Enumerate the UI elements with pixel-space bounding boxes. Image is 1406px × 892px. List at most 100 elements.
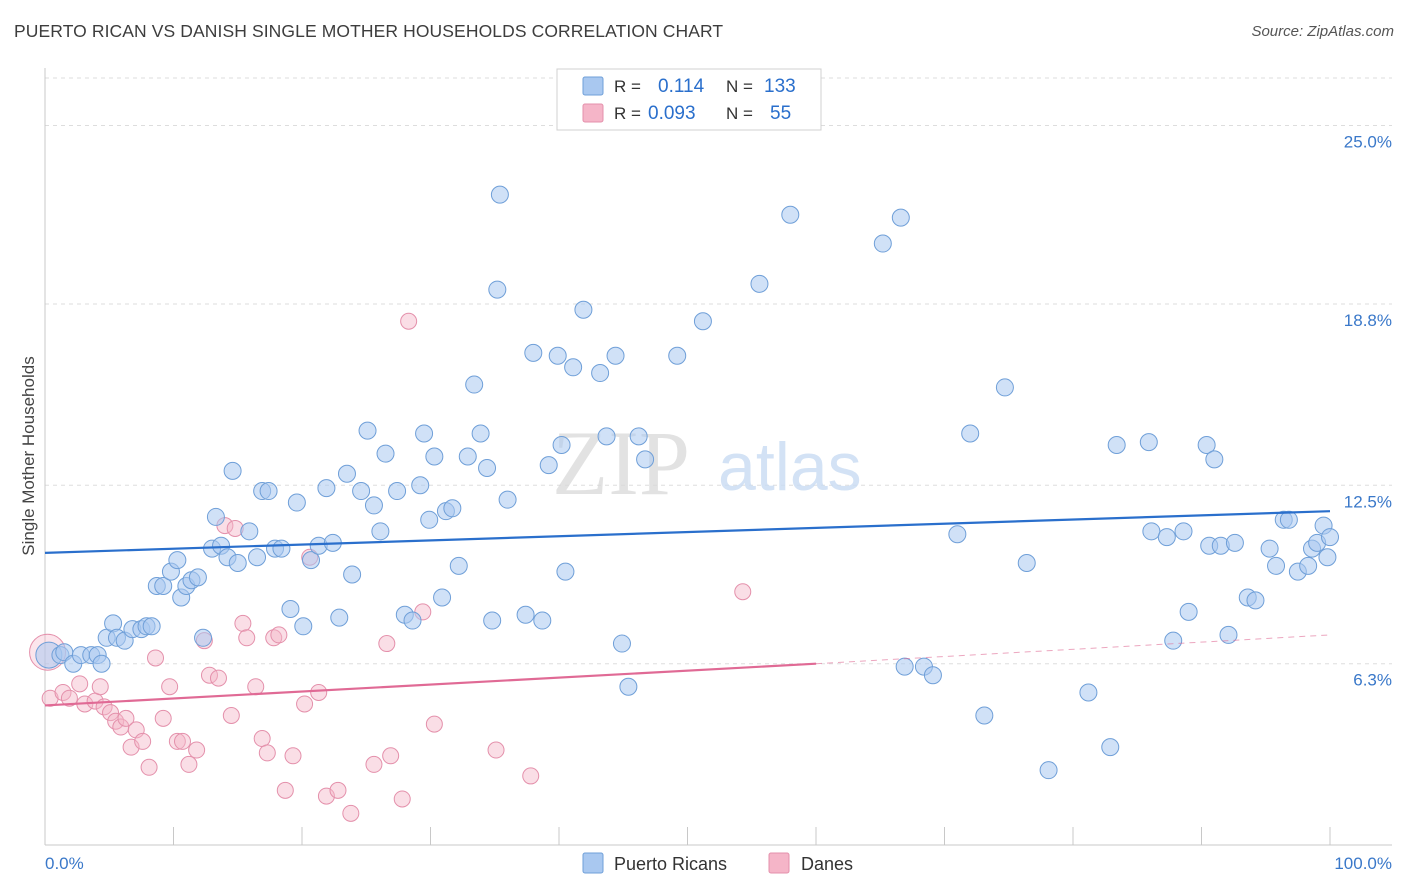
x-tick-labels: 0.0% 100.0%: [45, 827, 1392, 873]
puerto-ricans-point: [1205, 450, 1224, 469]
danes-point: [54, 683, 72, 701]
puerto-ricans-point: [1139, 433, 1158, 452]
legend-n-value: 55: [770, 103, 791, 124]
legend-n-label: N =: [726, 77, 753, 96]
puerto-ricans-point: [781, 205, 800, 224]
puerto-ricans-point: [281, 600, 300, 619]
puerto-ricans-point: [471, 424, 490, 443]
series-legend-label-danes: Danes: [801, 854, 853, 874]
danes-point: [265, 629, 283, 647]
puerto-ricans-point: [272, 539, 291, 558]
legend-n-value: 133: [764, 76, 796, 97]
danes-point: [180, 755, 198, 773]
danes-point: [342, 804, 360, 822]
danes-point: [71, 675, 89, 693]
puerto-ricans-point: [337, 464, 356, 483]
puerto-ricans-point: [364, 496, 383, 515]
y-tick-label: 25.0%: [1344, 133, 1392, 152]
danes-point: [247, 678, 265, 696]
danes-point: [270, 626, 288, 644]
puerto-ricans-point: [92, 654, 111, 673]
puerto-ricans-point: [668, 346, 687, 365]
danes-point: [200, 666, 218, 684]
puerto-ricans-point: [612, 634, 631, 653]
puerto-ricans-point: [636, 450, 655, 469]
puerto-ricans-point: [1017, 553, 1036, 572]
puerto-ricans-point: [287, 493, 306, 512]
puerto-ricans-point: [376, 444, 395, 463]
danes-point: [222, 707, 240, 724]
danes-point: [117, 709, 135, 727]
danes-point: [234, 614, 252, 632]
puerto-ricans-point: [873, 234, 892, 253]
puerto-ricans-point: [1039, 761, 1058, 780]
puerto-ricans-point: [449, 556, 468, 575]
puerto-ricans-point: [750, 274, 769, 293]
danes-point: [276, 781, 294, 799]
puerto-ricans-points: [35, 185, 1339, 780]
correlation-legend: R = 0.114 N = 133 R = 0.093 N = 55: [556, 68, 822, 131]
series-legend-label-puerto-ricans: Puerto Ricans: [614, 854, 727, 874]
puerto-ricans-point: [923, 666, 942, 685]
puerto-ricans-point: [206, 507, 225, 526]
series-legend-swatch-puerto-ricans: [582, 852, 604, 874]
danes-point: [296, 695, 314, 713]
puerto-ricans-point: [629, 427, 648, 446]
puerto-ricans-point: [411, 476, 430, 495]
danes-point: [134, 732, 152, 750]
puerto-ricans-point: [1174, 522, 1193, 541]
puerto-ricans-point: [1101, 738, 1120, 757]
puerto-ricans-point: [1321, 528, 1339, 547]
danes-point: [154, 709, 172, 727]
danes-point: [173, 732, 191, 750]
danes-point: [329, 781, 347, 799]
danes-point: [168, 732, 186, 750]
puerto-ricans-point: [425, 447, 444, 466]
legend-swatch-danes: [582, 103, 604, 123]
puerto-ricans-point: [1225, 533, 1244, 552]
puerto-ricans-point: [1197, 435, 1216, 454]
watermark-atlas: atlas: [718, 429, 862, 505]
puerto-ricans-point: [259, 482, 278, 501]
puerto-ricans-point: [891, 208, 910, 227]
puerto-ricans-point: [433, 588, 452, 607]
puerto-ricans-point: [1267, 556, 1286, 575]
puerto-ricans-point: [1279, 510, 1298, 529]
chart-title: PUERTO RICAN VS DANISH SINGLE MOTHER HOU…: [14, 21, 724, 41]
puerto-ricans-point: [1219, 625, 1238, 644]
puerto-ricans-point: [556, 562, 575, 581]
axes: [44, 68, 1392, 846]
legend-r-value: 0.114: [658, 76, 705, 97]
danes-point: [284, 747, 302, 765]
legend-swatch-puerto-ricans: [582, 76, 604, 96]
y-tick-label: 18.8%: [1344, 311, 1392, 330]
puerto-ricans-point: [498, 490, 517, 509]
puerto-ricans-point: [1107, 435, 1126, 454]
danes-point: [425, 715, 443, 733]
puerto-ricans-point: [693, 312, 712, 331]
puerto-ricans-point: [524, 343, 543, 362]
puerto-ricans-point: [483, 611, 502, 630]
puerto-ricans-trend-line: [44, 510, 1331, 555]
puerto-ricans-point: [591, 364, 610, 383]
puerto-ricans-point: [358, 421, 377, 440]
puerto-ricans-point: [1164, 631, 1183, 650]
danes-point: [393, 790, 411, 808]
puerto-ricans-point: [1246, 591, 1265, 610]
puerto-ricans-point: [343, 565, 362, 584]
puerto-ricans-point: [415, 424, 434, 443]
puerto-ricans-point: [458, 447, 477, 466]
watermark: ZIP atlas: [552, 412, 862, 514]
legend-r-label: R =: [614, 104, 641, 123]
puerto-ricans-point: [1157, 528, 1176, 547]
danes-point: [258, 744, 276, 762]
puerto-ricans-point: [548, 346, 567, 365]
gridlines: [45, 77, 1392, 665]
danes-point: [522, 767, 540, 785]
chart-source: Source: ZipAtlas.com: [1251, 23, 1394, 40]
x-tick-label: 100.0%: [1334, 854, 1392, 873]
puerto-ricans-point: [420, 510, 439, 529]
danes-point: [147, 649, 165, 667]
puerto-ricans-point: [533, 611, 552, 630]
